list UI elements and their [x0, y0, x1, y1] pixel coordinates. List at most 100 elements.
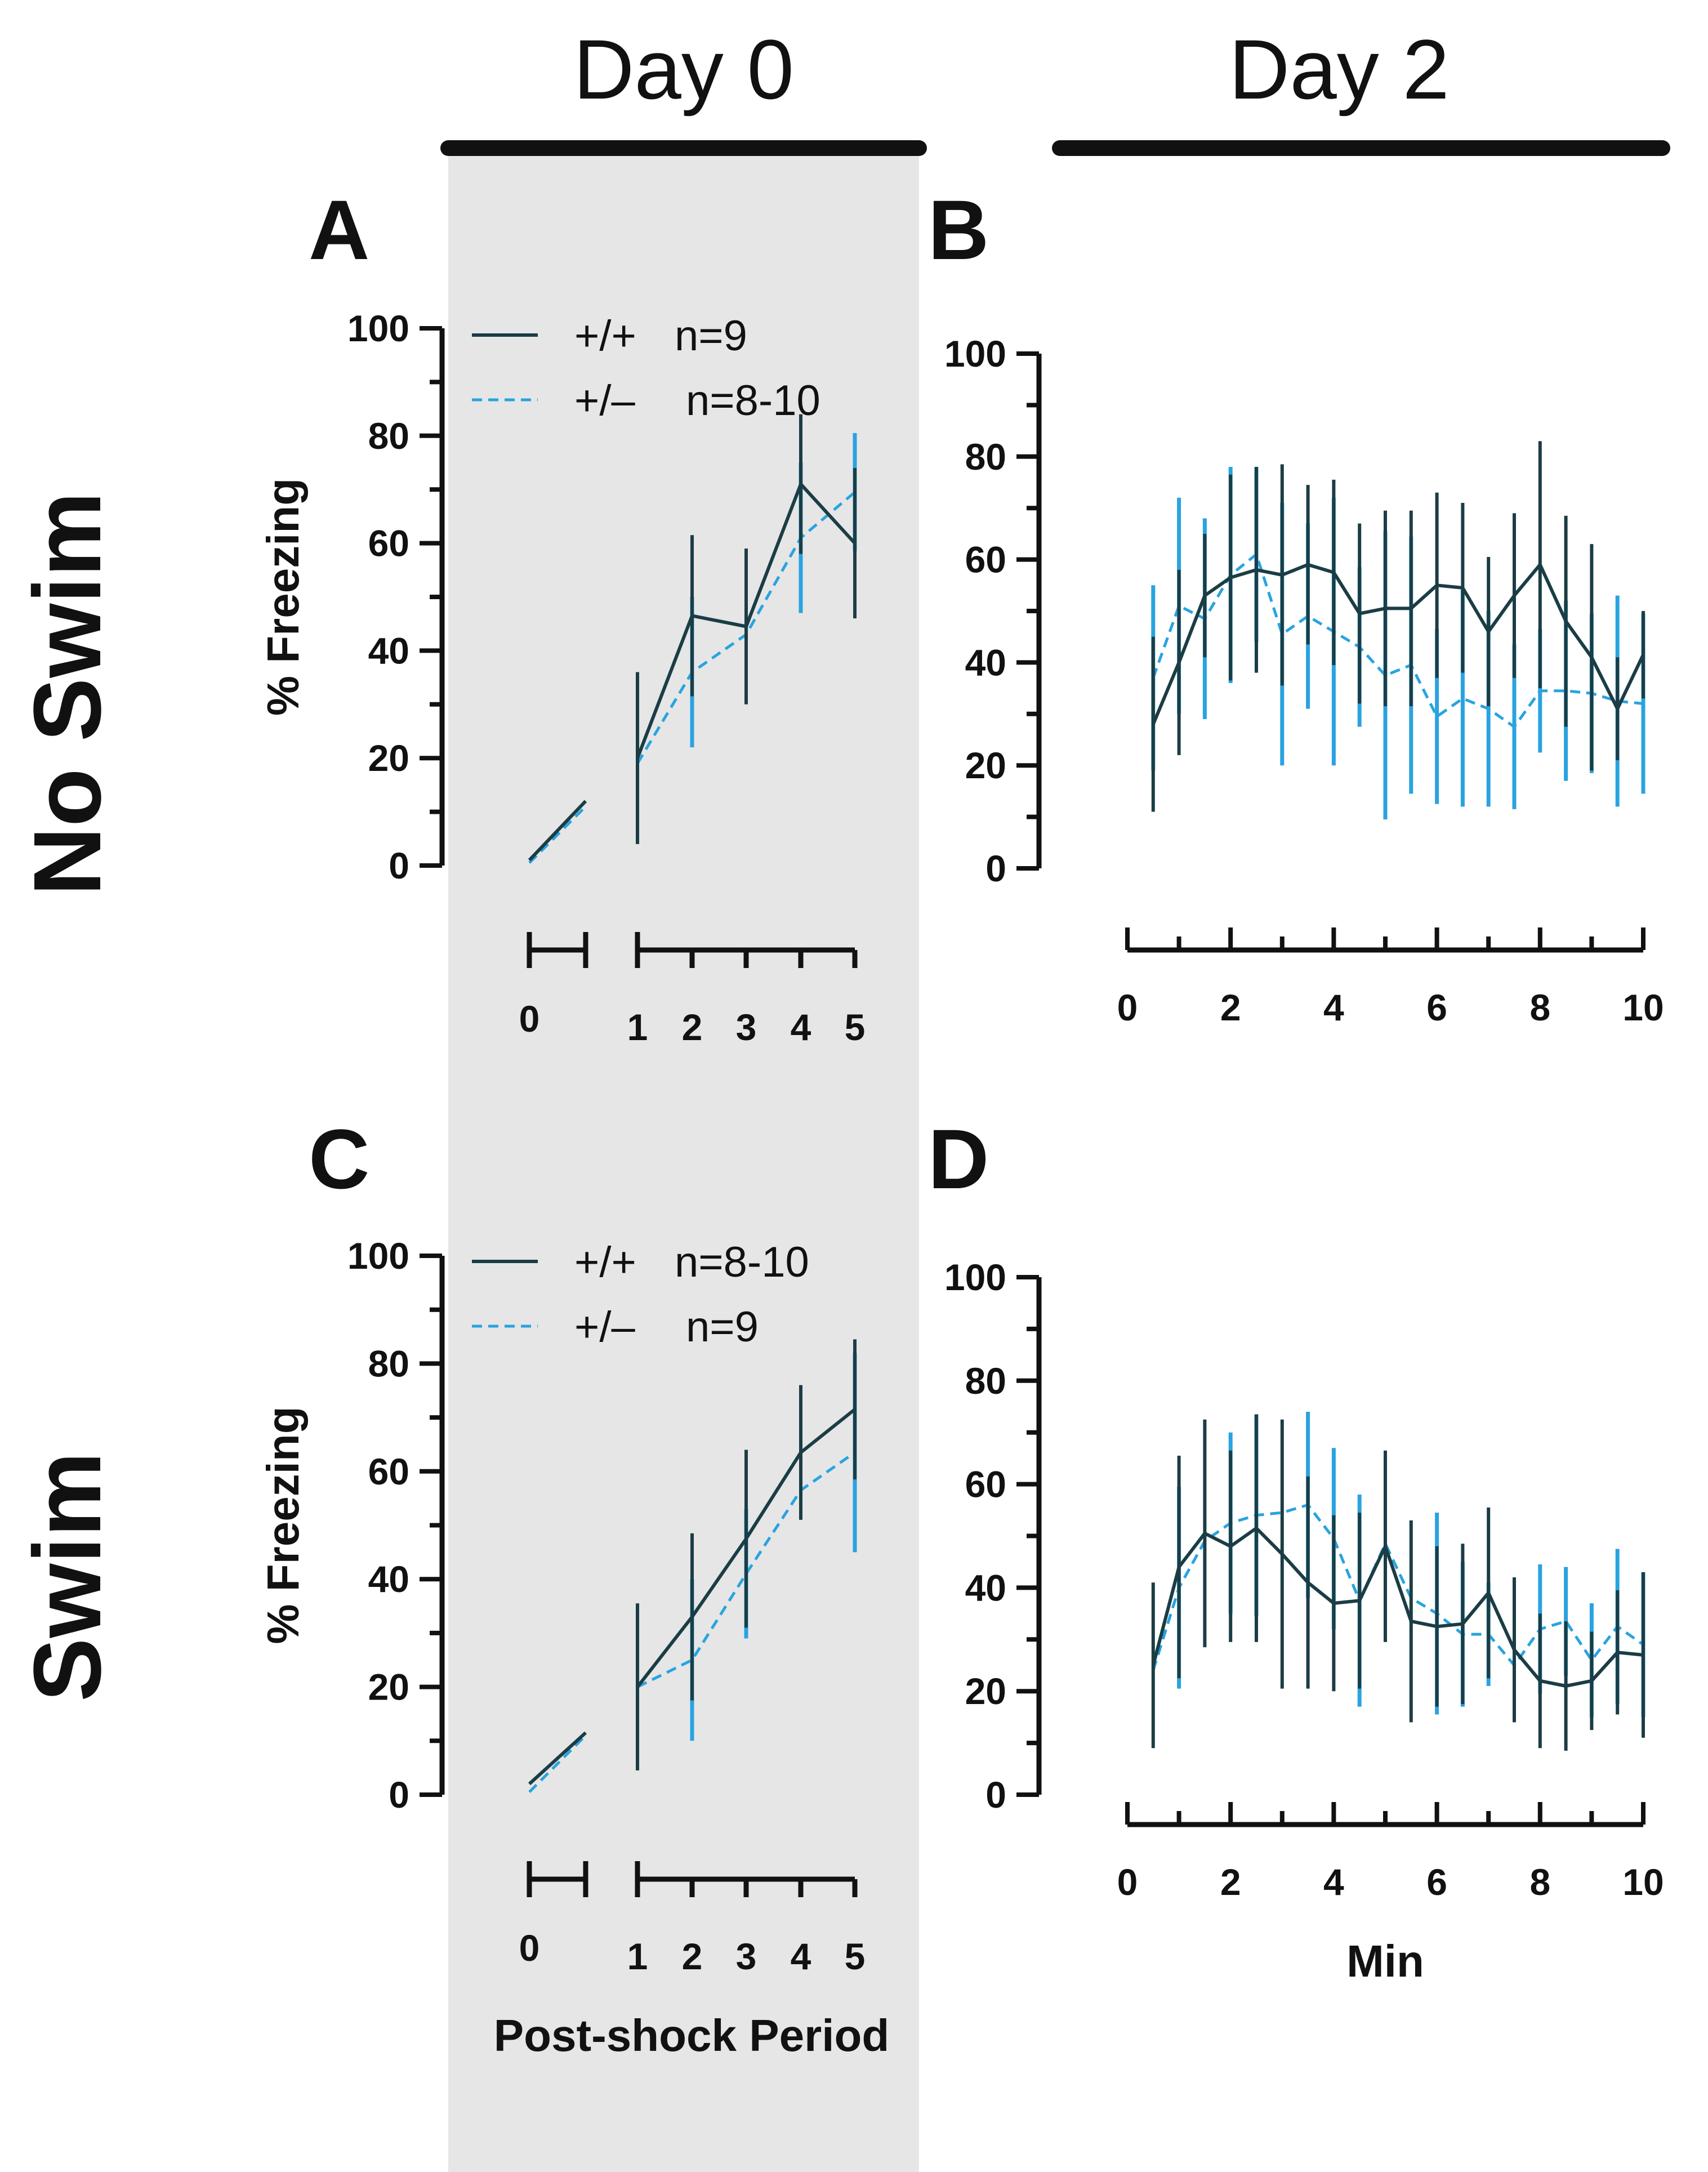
y-tick-label: 20 [965, 744, 1006, 786]
data-point-het [1461, 697, 1465, 701]
data-point-wt [1461, 586, 1465, 590]
series-line-het [1152, 553, 1644, 729]
legend-genotype: +/+ [574, 312, 636, 360]
header-day2: Day 2 [1229, 22, 1450, 117]
data-point-het [1642, 702, 1645, 706]
x-tick-label: 1 [627, 1935, 648, 1977]
x-tick-label: 10 [1622, 987, 1664, 1028]
legend-genotype: +/+ [574, 1238, 636, 1286]
row-label-no-swim: No Swim [14, 492, 121, 896]
legend-n: n=9 [686, 1303, 759, 1351]
y-tick-label: 80 [965, 1360, 1006, 1402]
panel-d-chart: 0 20 40 60 80 100 0 2 4 6 8 10 Min [944, 1256, 1664, 1986]
x-tick-label: 5 [845, 1935, 866, 1977]
data-point-wt [1306, 563, 1310, 567]
x-tick-label: 0 [1117, 1861, 1138, 1903]
data-point-wt [1409, 606, 1413, 610]
data-point-wt [1358, 1599, 1362, 1603]
data-point-wt [1409, 1620, 1413, 1624]
y-tick-label: 40 [965, 1567, 1006, 1608]
legend-genotype: +/– [574, 1303, 635, 1351]
x-tick-label: 4 [1323, 987, 1344, 1028]
legend-genotype: +/– [574, 377, 635, 425]
panel-letter-d: D [928, 1112, 989, 1206]
panel-letter-b: B [928, 182, 989, 277]
data-point-wt [1513, 1648, 1516, 1652]
x-tick-label: 3 [736, 1935, 757, 1977]
data-point-het [1513, 725, 1516, 729]
data-point-wt [1384, 606, 1387, 610]
series-line-wt-period0 [528, 800, 587, 862]
y-tick-label: 40 [368, 630, 409, 671]
panel-b-chart: 0 20 40 60 80 100 0 2 4 6 8 10 [944, 333, 1664, 1028]
data-point-wt [690, 1615, 694, 1619]
y-tick-label: 20 [368, 1666, 409, 1708]
legend-n: n=8-10 [675, 1238, 809, 1286]
y-tick-label: 100 [347, 1235, 409, 1277]
panel-letter-c: C [309, 1112, 369, 1206]
data-point-wt [1306, 1581, 1310, 1585]
data-point-wt [1642, 1653, 1645, 1657]
x-tick-label: 4 [791, 1935, 811, 1977]
y-tick-label: 100 [944, 1256, 1006, 1298]
data-point-wt [1358, 612, 1362, 616]
y-tick-label: 100 [944, 333, 1006, 374]
y-tick-label: 100 [347, 307, 409, 349]
y-tick-label: 60 [368, 1451, 409, 1492]
data-point-het [1487, 707, 1491, 711]
data-point-wt [799, 482, 802, 486]
data-point-wt [1564, 619, 1568, 623]
data-point-het [1435, 715, 1439, 719]
x-tick-label: 0 [519, 998, 540, 1040]
y-tick-label: 60 [965, 1464, 1006, 1505]
data-point-wt [1177, 661, 1181, 664]
data-point-wt [1435, 583, 1439, 587]
x-tick-label: 0 [519, 1927, 540, 1969]
x-tick-label: 1 [627, 1006, 648, 1048]
data-point-wt [1332, 570, 1336, 574]
data-point-wt [1203, 1531, 1207, 1535]
data-point-wt [1384, 1544, 1387, 1548]
data-point-wt [636, 756, 639, 760]
y-tick-label: 60 [965, 539, 1006, 581]
data-point-wt [853, 1407, 857, 1411]
data-point-wt [1151, 722, 1155, 726]
series-line-het-period0 [528, 805, 587, 864]
data-point-wt [1590, 1679, 1594, 1683]
series-line-het [636, 1451, 856, 1688]
y-tick-label: 80 [368, 1343, 409, 1384]
x-tick-label: 8 [1529, 987, 1550, 1028]
data-point-wt [744, 1537, 748, 1541]
data-point-wt [1229, 1544, 1233, 1548]
x-tick-label: 2 [1220, 987, 1241, 1028]
y-tick-label: 0 [985, 848, 1006, 889]
y-axis-title: % Freezing [258, 478, 308, 716]
data-point-wt [1590, 655, 1594, 659]
x-tick-label: 6 [1426, 1861, 1447, 1903]
x-tick-label: 2 [682, 1935, 703, 1977]
x-tick-label: 3 [736, 1006, 757, 1048]
x-tick-label: 0 [1117, 987, 1138, 1028]
x-tick-label: 4 [1323, 1861, 1344, 1903]
data-point-wt [1538, 1679, 1542, 1683]
data-point-wt [1203, 594, 1207, 597]
data-point-wt [1538, 563, 1542, 567]
x-axis-title: Min [1346, 1936, 1424, 1986]
data-point-wt [1616, 707, 1620, 711]
y-tick-label: 0 [389, 1774, 409, 1816]
data-point-wt [1280, 573, 1284, 577]
data-point-wt [1255, 568, 1258, 572]
legend-n: n=8-10 [686, 377, 820, 425]
panel-c-chart: 0 20 40 60 80 100 % Freezing 0 1 2 3 4 5 Post-shock P… [258, 1235, 889, 2060]
data-point-wt [1177, 1565, 1181, 1569]
data-point-wt [1332, 1601, 1336, 1605]
series-line-wt [1151, 1526, 1644, 1688]
y-axis-title: % Freezing [258, 1406, 308, 1644]
data-point-het [1538, 689, 1542, 693]
x-tick-label: 8 [1529, 1861, 1550, 1903]
y-tick-label: 80 [965, 436, 1006, 478]
x-tick-label: 2 [682, 1006, 703, 1048]
data-point-wt [853, 541, 857, 545]
y-tick-label: 0 [985, 1774, 1006, 1816]
